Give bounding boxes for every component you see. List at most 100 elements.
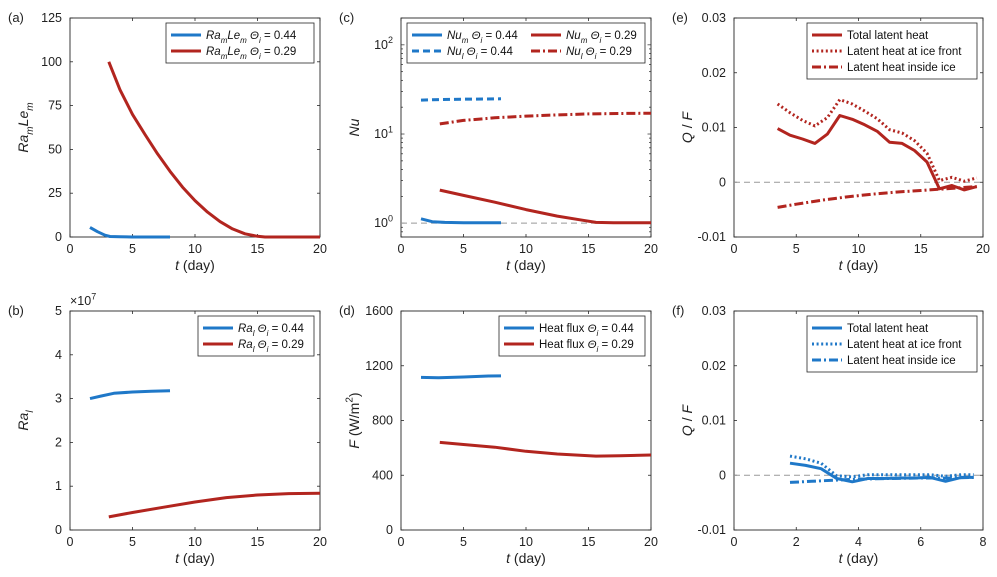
x-tick-label: 0	[398, 242, 405, 256]
series-line-2	[789, 454, 974, 479]
x-tick-label: 2	[793, 535, 800, 549]
x-tick-label: 20	[644, 535, 658, 549]
series-line-4	[439, 111, 652, 126]
x-tick-label: 0	[67, 242, 74, 256]
x-axis-label: t (day)	[506, 550, 546, 566]
y-tick-label: 0	[55, 230, 62, 244]
y-tick-label: 400	[372, 468, 393, 482]
x-tick-label: 5	[129, 535, 136, 549]
x-tick-label: 15	[582, 535, 596, 549]
legend-entry: Num Θi = 0.29	[566, 30, 637, 45]
panel-b: 0 5 10 15 20 0 1 2 3 4 5 ×107 (b) t (day) Ral Ral Θi = …	[8, 291, 327, 566]
x-tick-label: 10	[519, 535, 533, 549]
series-line-3	[777, 185, 977, 209]
panel-label: (f)	[672, 303, 684, 318]
y-tick-label: 125	[41, 11, 62, 25]
panel-label: (b)	[8, 303, 24, 318]
x-axis-label: t (day)	[175, 550, 215, 566]
panel-label: (e)	[672, 10, 688, 25]
legend-entry: Latent heat at ice front	[847, 339, 962, 351]
y-axis-label: Q / F	[679, 404, 695, 437]
legend-box	[197, 315, 315, 357]
y-tick-label: 102	[374, 35, 393, 52]
y-tick-label: -0.01	[698, 230, 727, 244]
y-axis-label: Q / F	[679, 111, 695, 144]
x-tick-label: 10	[519, 242, 533, 256]
legend-entry: RamLem Θi = 0.29	[206, 46, 296, 61]
y-tick-label: 5	[55, 304, 62, 318]
y-tick-label: 1200	[365, 359, 393, 373]
y-tick-label: 3	[55, 392, 62, 406]
y-tick-label: 25	[48, 186, 62, 200]
y-tick-label: 0	[719, 175, 726, 189]
legend-entry: RamLem Θi = 0.44	[206, 30, 297, 45]
x-tick-label: 15	[251, 242, 265, 256]
series-line-3	[789, 475, 974, 484]
series-line-3	[439, 188, 651, 225]
legend-entry: Ral Θi = 0.44	[238, 323, 304, 338]
panel-c: 0 5 10 15 20 100 101 102 (c) t (day) Nu Num Θi = 0.…	[339, 10, 658, 273]
panel-f: 0 2 4 6 8 -0.01 0 0.01 0.02 0.03 (f) t (day) Q / F To…	[672, 303, 987, 566]
legend-box	[165, 22, 315, 64]
y-tick-label: 4	[55, 348, 62, 362]
y-tick-label: 0.02	[702, 359, 726, 373]
y-tick-label: 0.01	[702, 121, 726, 135]
x-tick-label: 10	[188, 242, 202, 256]
legend-entry: Total latent heat	[847, 30, 929, 42]
x-axis-label: t (day)	[506, 257, 546, 273]
y-multiplier: ×107	[70, 291, 96, 308]
x-tick-label: 5	[460, 535, 467, 549]
x-tick-label: 20	[644, 242, 658, 256]
x-tick-label: 20	[313, 535, 327, 549]
legend-entry: Heat flux Θi = 0.44	[539, 323, 634, 338]
legend-box	[498, 315, 646, 357]
y-tick-label: 0	[55, 523, 62, 537]
y-tick-label: 100	[374, 214, 393, 231]
legend-entry: Nul Θi = 0.29	[566, 46, 632, 61]
x-tick-label: 15	[251, 535, 265, 549]
series-line-2	[420, 97, 502, 102]
series-line-1	[89, 389, 171, 401]
series-line-1	[420, 374, 502, 380]
panel-label: (c)	[339, 10, 354, 25]
x-axis-label: t (day)	[839, 257, 879, 273]
y-tick-label: 2	[55, 435, 62, 449]
x-axis-label: t (day)	[175, 257, 215, 273]
x-tick-label: 10	[188, 535, 202, 549]
x-tick-label: 10	[852, 242, 866, 256]
x-tick-label: 5	[460, 242, 467, 256]
legend-entry: Heat flux Θi = 0.29	[539, 339, 634, 354]
x-tick-label: 15	[582, 242, 596, 256]
y-axis-label: Nu	[346, 118, 362, 136]
x-tick-label: 15	[914, 242, 928, 256]
panel-e: 0 5 10 15 20 -0.01 0 0.01 0.02 0.03 (e) t (day) Q / …	[672, 10, 990, 273]
y-axis-label: RamLem	[15, 102, 36, 152]
x-tick-label: 6	[917, 535, 924, 549]
y-tick-label: 75	[48, 99, 62, 113]
y-tick-label: 1600	[365, 304, 393, 318]
legend-entry: Latent heat at ice front	[847, 46, 962, 58]
legend-box	[406, 22, 646, 64]
y-axis-label: Ral	[15, 410, 36, 431]
x-tick-label: 0	[731, 242, 738, 256]
x-tick-label: 20	[313, 242, 327, 256]
legend-entry: Ral Θi = 0.29	[238, 339, 304, 354]
y-axis-label: F (W/m2)	[345, 392, 362, 448]
series-line-2	[439, 440, 652, 458]
x-axis-label: t (day)	[839, 550, 879, 566]
legend-entry: Latent heat inside ice	[847, 62, 956, 74]
y-tick-label: -0.01	[698, 523, 727, 537]
series-line-1	[420, 217, 501, 225]
x-tick-label: 0	[67, 535, 74, 549]
y-tick-label: 0.02	[702, 66, 726, 80]
series-line-1	[776, 114, 978, 192]
x-tick-label: 0	[398, 535, 405, 549]
series-line-2	[108, 491, 321, 519]
y-tick-label: 0	[386, 523, 393, 537]
panel-label: (a)	[8, 10, 24, 25]
x-tick-label: 0	[731, 535, 738, 549]
x-tick-label: 5	[793, 242, 800, 256]
panel-a: 0 5 10 15 20 0 25 50 75 100 125 (a) t (day) RamLem Ram…	[8, 10, 327, 273]
series-line-2	[107, 61, 320, 239]
